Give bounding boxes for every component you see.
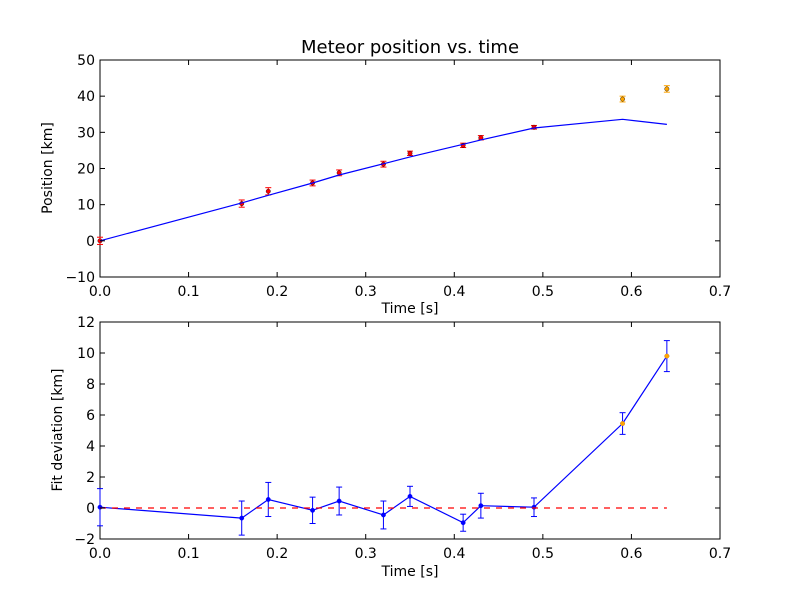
x-axis-ticks: 0.0 0.1 0.2 0.3 0.4 0.5 0.6 0.7	[89, 60, 731, 300]
y-tick-label: 2	[86, 470, 95, 486]
y-tick-label: 4	[86, 439, 95, 455]
y-tick-label: 50	[77, 53, 95, 69]
x-tick-label: 0.4	[443, 284, 465, 300]
deviation-panel: 0.0 0.1 0.2 0.3 0.4 0.5 0.6 0.7 −2 0 2 4 6 8 10 12 Tim…	[50, 315, 731, 580]
y-axis-ticks: −2 0 2 4 6 8 10 12	[74, 315, 720, 548]
data-point	[531, 504, 537, 510]
y-tick-label: 0	[86, 234, 95, 250]
x-tick-label: 0.3	[355, 546, 377, 562]
x-tick-label: 0.0	[89, 546, 111, 562]
plot-area	[97, 85, 670, 245]
x-tick-label: 0.7	[709, 284, 731, 300]
y-tick-label: 10	[77, 198, 95, 214]
y-axis-label: Fit deviation [km]	[50, 368, 66, 491]
x-tick-label: 0.5	[532, 546, 554, 562]
data-point	[407, 150, 413, 156]
y-axis-ticks: −10 0 10 20 30 40 50	[65, 53, 720, 286]
y-tick-label: 40	[77, 89, 95, 105]
plot-frame	[99, 59, 721, 278]
y-tick-label: 6	[86, 408, 95, 424]
x-tick-label: 0.5	[532, 284, 554, 300]
x-tick-label: 0.2	[266, 284, 288, 300]
x-tick-label: 0.3	[355, 284, 377, 300]
x-tick-label: 0.1	[177, 284, 199, 300]
y-axis-label: Position [km]	[40, 122, 56, 214]
y-tick-label: 30	[77, 125, 95, 141]
x-tick-label: 0.1	[177, 546, 199, 562]
chart-title: Meteor position vs. time	[301, 37, 519, 58]
x-axis-label: Time [s]	[381, 301, 439, 317]
y-tick-label: −2	[74, 532, 95, 548]
x-axis-ticks: 0.0 0.1 0.2 0.3 0.4 0.5 0.6 0.7	[89, 322, 731, 562]
x-tick-label: 0.4	[443, 546, 465, 562]
data-point	[620, 96, 625, 102]
data-point	[310, 507, 315, 513]
data-point	[265, 188, 271, 194]
x-tick-label: 0.0	[89, 284, 111, 300]
x-tick-label: 0.2	[266, 546, 288, 562]
x-tick-label: 0.7	[709, 546, 731, 562]
y-tick-label: 10	[77, 346, 95, 362]
data-point	[265, 497, 271, 502]
data-point	[239, 515, 245, 521]
data-point	[620, 421, 625, 426]
plot-area	[97, 340, 670, 536]
x-tick-label: 0.6	[620, 546, 642, 562]
data-point	[381, 512, 386, 518]
y-tick-label: 20	[77, 162, 95, 178]
data-point	[664, 86, 670, 92]
position-panel: Meteor position vs. time 0.0 0.1 0.2 0.3 0.4…	[40, 37, 731, 317]
data-point	[460, 520, 466, 526]
series-line	[99, 118, 667, 242]
series-line	[99, 355, 668, 524]
data-point	[97, 504, 103, 510]
y-tick-label: 12	[77, 315, 95, 331]
data-point	[407, 493, 413, 499]
y-tick-label: 0	[86, 501, 95, 517]
x-axis-label: Time [s]	[381, 564, 439, 580]
data-point	[478, 503, 484, 509]
data-point	[664, 353, 670, 359]
y-tick-label: 8	[86, 377, 95, 393]
data-point	[336, 498, 342, 504]
y-tick-label: −10	[65, 270, 95, 286]
x-tick-label: 0.6	[620, 284, 642, 300]
